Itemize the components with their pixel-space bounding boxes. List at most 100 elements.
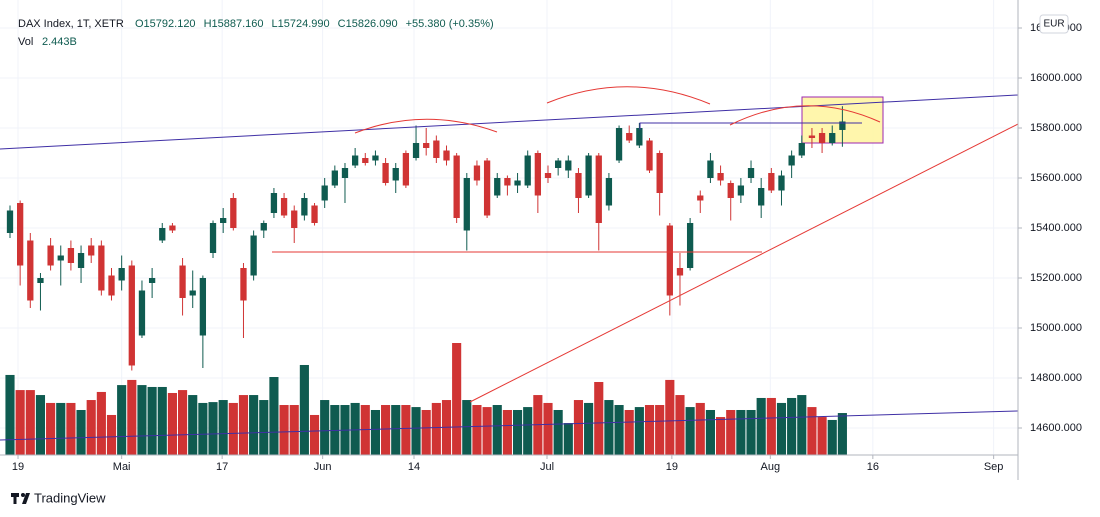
candle-body — [392, 168, 399, 181]
volume-bar — [807, 407, 817, 455]
y-tick-label: 15000.000 — [1030, 322, 1082, 334]
volume-bar — [127, 379, 137, 455]
candle-body — [382, 163, 389, 183]
candle-body — [707, 160, 714, 178]
candle-body — [443, 150, 450, 161]
candle-body — [585, 155, 592, 196]
volume-bar — [584, 402, 594, 455]
candle-body — [534, 153, 542, 196]
candle-body — [737, 185, 745, 196]
candle-body — [37, 278, 44, 283]
currency-badge — [1039, 14, 1069, 34]
volume-bar — [624, 409, 634, 455]
volume-bar — [452, 343, 462, 455]
volume-bar — [827, 419, 837, 455]
volume-bar — [421, 409, 431, 455]
volume-bar — [35, 395, 46, 455]
candle-body — [555, 160, 562, 168]
volume-bar — [157, 386, 167, 455]
volume-bar — [594, 381, 604, 455]
ohlc-value: H15887.160 — [204, 18, 264, 30]
volume-bar — [756, 397, 766, 455]
volume-bar — [695, 402, 705, 455]
volume-bar — [716, 417, 726, 455]
chart-title: DAX Index, 1T, XETR — [18, 18, 124, 30]
y-tick-label: 16000.000 — [1030, 72, 1082, 84]
ohlc-value: L15724.990 — [272, 18, 330, 30]
volume-bar — [462, 400, 472, 455]
candle-body — [626, 133, 633, 141]
volume-bar — [25, 390, 35, 455]
volume-bar — [370, 409, 381, 455]
candle-body — [494, 178, 501, 196]
volume-bar — [837, 413, 847, 455]
volume-bar — [96, 391, 106, 455]
candle-body — [565, 160, 572, 171]
volume-bar — [431, 402, 441, 455]
candle-body — [240, 268, 247, 301]
candle-body — [575, 173, 582, 198]
volume-bar — [614, 405, 624, 455]
logo-icon — [22, 493, 30, 504]
candle-body — [209, 223, 217, 253]
volume-bar — [299, 364, 309, 455]
volume-bar — [381, 405, 391, 455]
volume-bar — [5, 374, 15, 455]
volume-bar — [66, 402, 76, 455]
volume-value: 2.443B — [42, 36, 77, 48]
x-tick-label: 19 — [666, 461, 678, 473]
candle-body — [138, 290, 146, 336]
candle-body — [341, 168, 349, 178]
candle-body — [118, 268, 125, 281]
volume-bar — [675, 395, 685, 455]
y-tick-label: 15600.000 — [1030, 172, 1082, 184]
volume-bar — [391, 405, 401, 455]
x-tick-label: Jul — [540, 461, 554, 473]
candle-body — [727, 183, 734, 198]
volume-bar — [482, 407, 492, 455]
candle-body — [433, 140, 440, 158]
volume-bar — [563, 423, 573, 455]
candle-body — [615, 128, 623, 161]
candle-body — [331, 170, 338, 186]
candle-body — [463, 178, 470, 231]
volume-bar — [289, 405, 299, 455]
volume-label: Vol — [18, 36, 33, 48]
volume-bar — [147, 386, 157, 455]
volume-bar — [137, 385, 147, 455]
candle-body — [646, 140, 653, 171]
candle-body — [250, 235, 257, 276]
candle-body — [453, 155, 460, 218]
volume-bar — [249, 395, 259, 455]
candle-body — [372, 155, 379, 161]
candle-body — [260, 223, 267, 231]
x-tick-label: Sep — [984, 461, 1004, 473]
volume-bar — [218, 400, 228, 455]
volume-bar — [198, 402, 208, 455]
volume-bar — [705, 409, 715, 455]
volume-bar — [502, 409, 512, 455]
candle-body — [686, 223, 694, 268]
volume-bar — [665, 379, 675, 455]
y-tick-label: 14600.000 — [1030, 422, 1082, 434]
brand-logo: TradingView — [11, 490, 106, 505]
y-tick-label: 14800.000 — [1030, 372, 1082, 384]
candle-body — [179, 265, 186, 298]
volume-bar — [411, 407, 421, 455]
candle-body — [351, 155, 359, 166]
candle-body — [17, 203, 24, 266]
candle-body — [798, 143, 805, 156]
volume-bar — [238, 395, 249, 455]
volume-bar — [573, 400, 584, 455]
candle-body — [321, 185, 328, 201]
volume-bar — [177, 390, 188, 455]
candle-body — [483, 160, 491, 216]
volume-bar — [279, 405, 289, 455]
volume-bar — [86, 400, 96, 455]
candle-body — [666, 225, 673, 296]
candle-body — [280, 198, 288, 216]
volume-bar — [634, 407, 644, 455]
candle-body — [108, 275, 115, 296]
candle-body — [270, 193, 278, 213]
arc — [354, 118, 498, 134]
